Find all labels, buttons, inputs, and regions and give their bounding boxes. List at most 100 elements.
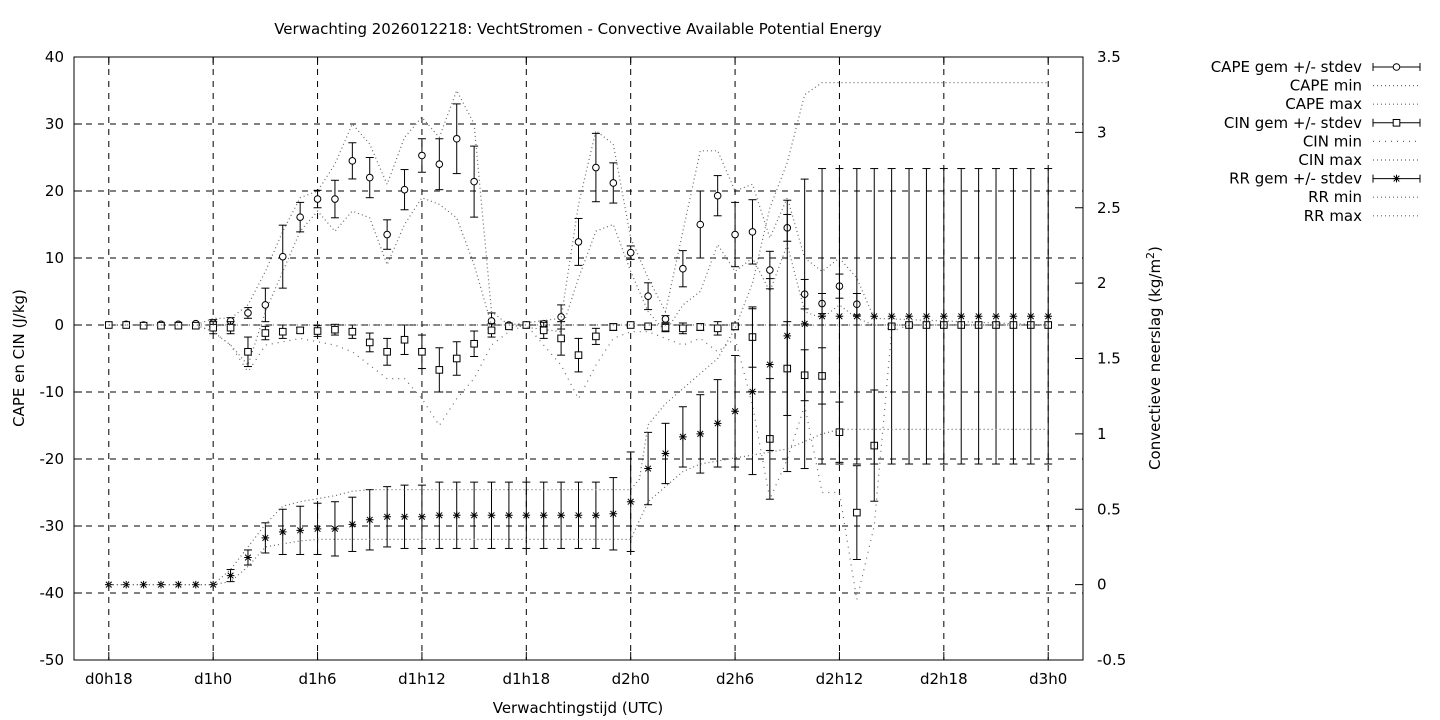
data-point — [505, 322, 513, 331]
y2-axis-label-sup: 2 — [1144, 252, 1157, 259]
data-point — [278, 528, 287, 536]
legend-entry: RR min — [1308, 188, 1420, 206]
data-point — [470, 339, 478, 348]
data-point — [104, 580, 113, 589]
data-point — [992, 312, 1000, 321]
data-point — [696, 430, 705, 438]
data-point — [922, 312, 931, 321]
data-point — [261, 301, 270, 309]
series-line — [108, 89, 1049, 326]
y2-tick-label: 3 — [1097, 123, 1107, 141]
data-point — [122, 580, 130, 589]
data-point — [835, 312, 844, 321]
y-tick-label: -40 — [40, 584, 65, 602]
data-point — [557, 334, 565, 343]
data-point — [574, 238, 583, 246]
data-point — [365, 516, 374, 524]
legend-entry: CIN gem +/- stdev — [1224, 114, 1421, 132]
data-point — [244, 309, 252, 317]
data-point — [644, 322, 652, 331]
data-point — [383, 348, 391, 356]
data-point — [748, 228, 757, 236]
data-point — [244, 348, 252, 356]
y2-tick-label: 3.5 — [1097, 48, 1121, 66]
data-point — [574, 351, 583, 359]
data-point — [244, 553, 252, 562]
data-point — [957, 312, 966, 321]
legend-entry: CAPE max — [1285, 95, 1420, 113]
legend-label: CAPE min — [1290, 77, 1362, 95]
data-point — [487, 511, 496, 520]
data-point — [748, 387, 757, 396]
data-point — [191, 580, 200, 589]
legend-entry: CIN max — [1298, 151, 1420, 169]
legend-entry: RR gem +/- stdev — [1229, 170, 1421, 188]
data-point — [122, 321, 130, 329]
y2-tick-label: 0.5 — [1097, 500, 1121, 518]
legend-entry: RR max — [1304, 207, 1420, 225]
data-point — [818, 312, 826, 321]
data-point — [557, 511, 565, 520]
legend-label: CIN min — [1303, 132, 1362, 150]
series-cape-min — [108, 196, 1049, 367]
legend-entry: CAPE min — [1290, 77, 1420, 95]
data-point — [348, 520, 357, 529]
legend-entry: CIN min — [1303, 132, 1420, 150]
data-point — [592, 332, 600, 341]
data-point — [661, 323, 670, 332]
data-point — [226, 323, 235, 332]
chart-title: Verwachting 2026012218: VechtStromen - C… — [274, 20, 882, 38]
y-axis-label: CAPE en CIN (J/kg) — [10, 289, 28, 427]
data-point — [157, 321, 165, 330]
data-point — [191, 321, 200, 330]
y-tick-label: -30 — [40, 517, 65, 535]
y2-tick-label: -0.5 — [1097, 651, 1126, 669]
y2-tick-label: 2.5 — [1097, 199, 1121, 217]
series-line — [108, 81, 1049, 586]
data-point — [226, 571, 235, 580]
data-point — [644, 292, 652, 300]
data-point — [296, 326, 304, 335]
y-tick-label: -50 — [40, 651, 65, 669]
data-point — [418, 348, 426, 356]
data-point — [696, 323, 705, 331]
y-tick-label: 40 — [45, 48, 64, 66]
data-point — [174, 580, 183, 589]
data-point — [400, 185, 409, 194]
data-point — [470, 511, 478, 520]
data-point — [766, 360, 774, 369]
series-line — [108, 196, 1049, 367]
data-point — [331, 525, 339, 533]
data-point — [609, 179, 618, 187]
data-point — [383, 230, 391, 239]
y2-axis-label-end: ) — [1146, 246, 1164, 252]
legend-marker — [1392, 63, 1401, 71]
legend-marker — [1392, 174, 1401, 183]
axes: d0h18 d1h0 d1h6 d1h12 d1h18 d2h0 d2h6 d2h12 d2h1… — [40, 48, 1127, 688]
data-point — [905, 312, 913, 321]
data-point — [679, 264, 687, 273]
y-tick-label: 10 — [45, 249, 64, 267]
data-point — [661, 315, 670, 323]
y-tick-label: 20 — [45, 182, 64, 200]
legend-marker — [1392, 119, 1401, 127]
data-point — [313, 327, 322, 335]
data-point — [505, 511, 513, 520]
legend-label: CIN gem +/- stdev — [1224, 114, 1362, 132]
data-point — [1044, 312, 1053, 321]
data-point — [348, 327, 357, 336]
data-point — [679, 433, 687, 441]
y2-axis-label-main: Convectieve neerslag (kg/m — [1146, 259, 1164, 470]
series-layer — [104, 81, 1053, 600]
data-point — [609, 323, 618, 331]
data-point — [731, 407, 739, 416]
y2-tick-label: 0 — [1097, 576, 1107, 594]
y2-axis-label: Convectieve neerslag (kg/m2) — [1144, 246, 1164, 470]
data-point — [418, 512, 426, 521]
data-point — [853, 312, 861, 321]
y-tick-label: 30 — [45, 115, 64, 133]
data-point — [104, 321, 113, 329]
y-tick-label: -20 — [40, 450, 65, 468]
data-point — [661, 449, 670, 458]
series-rr-max — [108, 81, 1049, 586]
